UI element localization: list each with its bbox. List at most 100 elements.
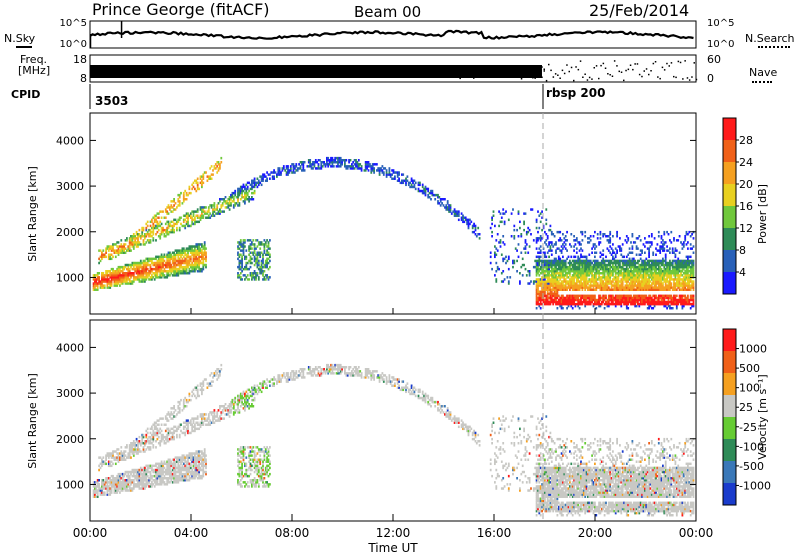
power-cell [392, 169, 395, 172]
power-cell [245, 198, 248, 201]
power-cell [635, 245, 638, 248]
power-cell [112, 243, 114, 246]
power-cell [232, 204, 235, 207]
power-cell [492, 214, 495, 217]
power-cell [144, 270, 146, 273]
power-cell [670, 294, 673, 298]
power-cell [194, 257, 196, 261]
power-cell [564, 284, 567, 287]
power-cell [202, 208, 205, 211]
power-cell [645, 294, 648, 298]
power-cell [573, 284, 575, 287]
power-cell [195, 257, 198, 261]
power-cell [541, 296, 543, 300]
power-cell [494, 255, 496, 259]
power-cell [171, 255, 174, 259]
power-cell [177, 249, 180, 252]
power-cell [259, 247, 262, 250]
power-cell [437, 202, 439, 205]
nave-dot [682, 78, 684, 80]
power-cell [535, 284, 538, 287]
power-cell [120, 245, 123, 248]
power-cell [545, 263, 548, 267]
power-cell [245, 191, 248, 195]
power-cell [109, 280, 112, 283]
power-cell [267, 251, 270, 254]
power-cell [296, 169, 299, 172]
power-cell [456, 214, 459, 217]
power-cell [276, 175, 278, 178]
power-cell [156, 212, 159, 215]
power-cell [675, 249, 678, 252]
power-cell [607, 286, 610, 289]
power-cell [238, 261, 241, 265]
power-cell [241, 189, 243, 193]
power-cell [657, 230, 660, 234]
power-cell [181, 270, 184, 273]
power-cell [507, 282, 510, 285]
power-cell [328, 161, 331, 164]
power-cell [185, 193, 188, 197]
power-cell [589, 302, 592, 306]
power-cell [537, 270, 539, 273]
power-cell [524, 241, 527, 244]
power-cell [120, 276, 123, 279]
nave-dot [527, 73, 530, 76]
power-cell [535, 218, 538, 222]
nave-dot [559, 77, 561, 79]
power-cell [127, 265, 130, 269]
power-cell [352, 165, 355, 168]
power-cell [541, 265, 543, 269]
power-cell [238, 241, 241, 244]
power-cell [149, 241, 152, 244]
power-cell [357, 167, 360, 170]
power-cell [573, 259, 575, 263]
power-cell [113, 272, 116, 275]
power-cell [477, 226, 480, 230]
power-cell [548, 302, 550, 306]
power-cell [632, 257, 635, 261]
power-cell [599, 241, 602, 244]
power-cell [559, 300, 562, 304]
power-cell [216, 171, 219, 174]
power-cell [185, 270, 188, 273]
power-cell [344, 159, 346, 162]
power-cell [135, 270, 138, 273]
nave-dot [654, 61, 657, 63]
power-cell [148, 274, 150, 277]
power-cell [474, 224, 477, 228]
power-cell [260, 183, 263, 187]
power-cell [575, 284, 578, 287]
power-cell [524, 251, 527, 254]
power-cell [187, 224, 189, 228]
power-cell [189, 265, 192, 269]
power-cell [327, 156, 330, 160]
power-cell [364, 169, 367, 172]
power-cell [174, 255, 177, 259]
power-cell [92, 288, 95, 291]
power-cell [351, 167, 353, 170]
power-cell [575, 259, 578, 263]
power-cell [669, 247, 671, 250]
power-cell [144, 261, 146, 265]
power-cell [182, 193, 185, 197]
power-cell [202, 173, 205, 176]
power-cell [255, 274, 257, 277]
power-cell [117, 251, 120, 254]
power-cell [569, 243, 571, 246]
power-cell [178, 200, 181, 203]
power-cell [194, 179, 196, 182]
nave-dot [486, 75, 489, 77]
power-cell [124, 280, 127, 283]
power-cell [152, 239, 155, 242]
power-cell [337, 165, 339, 168]
power-cell [191, 265, 194, 269]
power-cell [107, 247, 110, 250]
power-cell [207, 175, 210, 178]
power-cell [171, 270, 174, 273]
power-cell [185, 267, 188, 271]
power-cell [553, 288, 556, 291]
nave-dot [527, 68, 530, 71]
power-cell [309, 159, 312, 162]
power-cell [160, 274, 163, 277]
